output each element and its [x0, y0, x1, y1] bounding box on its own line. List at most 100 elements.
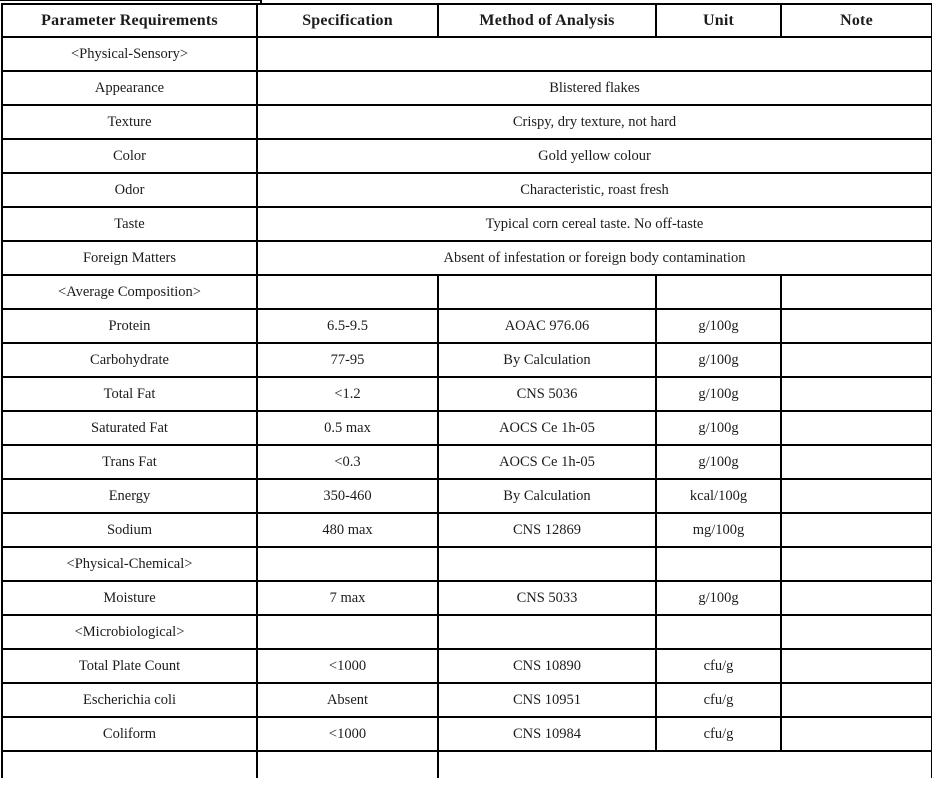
- row-total-fat: Total Fat <1.2 CNS 5036 g/100g: [1, 376, 932, 412]
- unit-cell: mg/100g: [655, 512, 782, 548]
- description-cell: Characteristic, roast fresh: [256, 172, 932, 208]
- spec-cell: 350-460: [256, 478, 439, 514]
- method-cell: AOCS Ce 1h-05: [437, 444, 657, 480]
- spec-table-container: Parameter Requirements Specification Met…: [1, 3, 932, 802]
- spec-cell: 0.5 max: [256, 410, 439, 446]
- row-total-plate-count: Total Plate Count <1000 CNS 10890 cfu/g: [1, 648, 932, 684]
- spec-cell: [256, 274, 439, 310]
- col-header-note: Note: [780, 3, 932, 38]
- param-cell: Total Plate Count: [1, 648, 258, 684]
- row-escherichia-coli: Escherichia coli Absent CNS 10951 cfu/g: [1, 682, 932, 718]
- row-carbohydrate: Carbohydrate 77-95 By Calculation g/100g: [1, 342, 932, 378]
- note-cell: [780, 512, 932, 548]
- param-cell: Protein: [1, 308, 258, 344]
- row-microbiological-section: <Microbiological>: [1, 614, 932, 650]
- param-cell: Odor: [1, 172, 258, 208]
- row-sodium: Sodium 480 max CNS 12869 mg/100g: [1, 512, 932, 548]
- spec-cell: <0.3: [256, 444, 439, 480]
- col-header-specification: Specification: [256, 3, 439, 38]
- param-cell: Taste: [1, 206, 258, 242]
- method-cell: [437, 614, 657, 650]
- unit-cell: g/100g: [655, 376, 782, 412]
- spec-cell: 480 max: [256, 512, 439, 548]
- cropped-row-divider-stub: [260, 0, 262, 4]
- row-color: Color Gold yellow colour: [1, 138, 932, 174]
- col-header-parameter-requirements: Parameter Requirements: [1, 3, 258, 38]
- unit-cell: g/100g: [655, 342, 782, 378]
- note-cell: [780, 308, 932, 344]
- method-cell: CNS 5033: [437, 580, 657, 616]
- row-physical-sensory-section: <Physical-Sensory>: [1, 36, 932, 72]
- spec-cell: 77-95: [256, 342, 439, 378]
- method-cell: By Calculation: [437, 478, 657, 514]
- description-cell: [437, 750, 932, 778]
- row-coliform: Coliform <1000 CNS 10984 cfu/g: [1, 716, 932, 752]
- note-cell: [780, 410, 932, 446]
- col-header-unit: Unit: [655, 3, 782, 38]
- method-cell: AOAC 976.06: [437, 308, 657, 344]
- description-cell: Crispy, dry texture, not hard: [256, 104, 932, 140]
- row-cropped-bottom: [1, 750, 932, 778]
- row-taste: Taste Typical corn cereal taste. No off-…: [1, 206, 932, 242]
- description-cell: [256, 36, 932, 72]
- method-cell: CNS 10984: [437, 716, 657, 752]
- param-cell: Total Fat: [1, 376, 258, 412]
- row-energy: Energy 350-460 By Calculation kcal/100g: [1, 478, 932, 514]
- param-cell: Escherichia coli: [1, 682, 258, 718]
- spec-table: Parameter Requirements Specification Met…: [1, 3, 932, 778]
- param-cell: Carbohydrate: [1, 342, 258, 378]
- row-average-composition-section: <Average Composition>: [1, 274, 932, 310]
- unit-cell: g/100g: [655, 410, 782, 446]
- unit-cell: g/100g: [655, 308, 782, 344]
- cropped-row-top-line: [0, 0, 262, 1]
- note-cell: [780, 716, 932, 752]
- note-cell: [780, 580, 932, 616]
- row-moisture: Moisture 7 max CNS 5033 g/100g: [1, 580, 932, 616]
- param-cell: Trans Fat: [1, 444, 258, 480]
- note-cell: [780, 614, 932, 650]
- note-cell: [780, 682, 932, 718]
- unit-cell: g/100g: [655, 580, 782, 616]
- row-saturated-fat: Saturated Fat 0.5 max AOCS Ce 1h-05 g/10…: [1, 410, 932, 446]
- row-protein: Protein 6.5-9.5 AOAC 976.06 g/100g: [1, 308, 932, 344]
- description-cell: Absent of infestation or foreign body co…: [256, 240, 932, 276]
- spec-cell: [256, 546, 439, 582]
- unit-cell: [655, 546, 782, 582]
- method-cell: CNS 5036: [437, 376, 657, 412]
- param-cell: Coliform: [1, 716, 258, 752]
- param-cell: Saturated Fat: [1, 410, 258, 446]
- spec-cell: <1000: [256, 648, 439, 684]
- unit-cell: cfu/g: [655, 682, 782, 718]
- method-cell: CNS 10890: [437, 648, 657, 684]
- row-odor: Odor Characteristic, roast fresh: [1, 172, 932, 208]
- spec-cell: 6.5-9.5: [256, 308, 439, 344]
- param-cell: <Average Composition>: [1, 274, 258, 310]
- unit-cell: [655, 614, 782, 650]
- spec-cell: [256, 750, 439, 778]
- method-cell: By Calculation: [437, 342, 657, 378]
- note-cell: [780, 648, 932, 684]
- unit-cell: kcal/100g: [655, 478, 782, 514]
- param-cell: Foreign Matters: [1, 240, 258, 276]
- row-appearance: Appearance Blistered flakes: [1, 70, 932, 106]
- note-cell: [780, 342, 932, 378]
- header-row: Parameter Requirements Specification Met…: [1, 3, 932, 38]
- spec-cell: Absent: [256, 682, 439, 718]
- description-cell: Typical corn cereal taste. No off-taste: [256, 206, 932, 242]
- method-cell: CNS 10951: [437, 682, 657, 718]
- unit-cell: [655, 274, 782, 310]
- param-cell: Sodium: [1, 512, 258, 548]
- note-cell: [780, 546, 932, 582]
- param-cell: Color: [1, 138, 258, 174]
- row-trans-fat: Trans Fat <0.3 AOCS Ce 1h-05 g/100g: [1, 444, 932, 480]
- param-cell: Appearance: [1, 70, 258, 106]
- method-cell: [437, 274, 657, 310]
- spec-cell: <1.2: [256, 376, 439, 412]
- method-cell: CNS 12869: [437, 512, 657, 548]
- param-cell: <Microbiological>: [1, 614, 258, 650]
- param-cell: Moisture: [1, 580, 258, 616]
- spec-cell: 7 max: [256, 580, 439, 616]
- param-cell: <Physical-Chemical>: [1, 546, 258, 582]
- method-cell: AOCS Ce 1h-05: [437, 410, 657, 446]
